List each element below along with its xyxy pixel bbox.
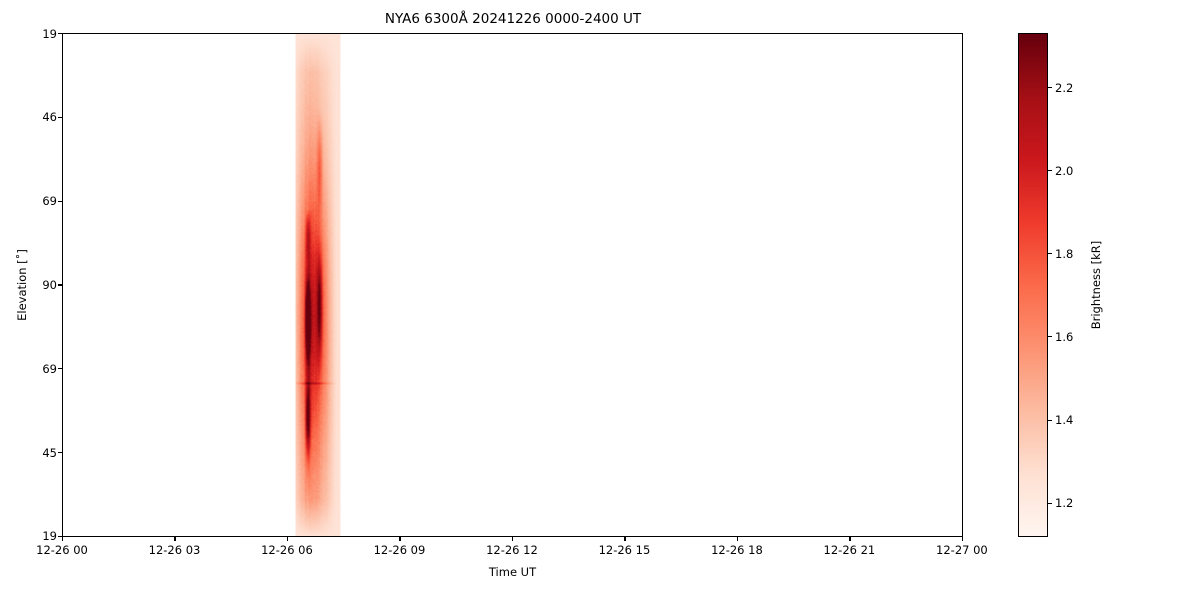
y-tick-label: 19	[42, 26, 57, 41]
colorbar-tick-label: 1.4	[1055, 413, 1074, 428]
y-tick-label: 69	[42, 361, 57, 376]
colorbar-tick-label: 1.6	[1055, 329, 1074, 344]
y-tick-mark	[58, 33, 62, 35]
x-tick-mark	[511, 537, 514, 541]
x-tick-label: 12-27 00	[936, 543, 988, 557]
y-tick-label: 69	[42, 194, 57, 209]
x-tick-mark	[624, 537, 626, 541]
x-tick-label: 12-26 18	[711, 543, 763, 557]
x-tick-label: 12-26 09	[373, 543, 426, 557]
colorbar-tick-mark	[1048, 253, 1052, 255]
colorbar-gradient	[1019, 34, 1047, 536]
x-tick-label: 12-26 00	[36, 543, 88, 557]
x-tick-mark	[399, 537, 401, 541]
colorbar-label: Brightness [kR]	[1089, 240, 1103, 330]
colorbar-tick-mark	[1048, 170, 1052, 172]
x-tick-mark	[736, 537, 739, 541]
colorbar-tick-label: 2.0	[1055, 163, 1074, 178]
x-tick-label: 12-26 03	[148, 543, 201, 557]
y-tick-mark	[58, 452, 62, 454]
page-title: NYA6 6300Å 20241226 0000-2400 UT	[384, 11, 642, 27]
x-tick-label: 12-26 12	[486, 543, 538, 557]
plot-axes[interactable]	[62, 33, 963, 537]
x-tick-mark	[849, 537, 851, 541]
x-tick-mark	[286, 537, 289, 541]
colorbar[interactable]	[1018, 33, 1048, 537]
colorbar-tick-mark	[1048, 336, 1052, 338]
y-tick-label: 19	[42, 529, 57, 544]
y-tick-mark	[58, 284, 62, 286]
x-tick-label: 12-26 15	[598, 543, 651, 557]
y-tick-label: 45	[42, 445, 57, 460]
colorbar-tick-label: 1.8	[1055, 246, 1074, 261]
colorbar-tick-label: 1.2	[1055, 496, 1074, 511]
keogram-heatmap	[63, 34, 962, 536]
x-tick-label: 12-26 06	[261, 543, 313, 557]
colorbar-tick-mark	[1048, 502, 1052, 504]
x-tick-mark	[961, 537, 963, 541]
y-axis-label: Elevation [˚]	[15, 249, 29, 321]
x-tick-mark	[174, 537, 176, 541]
x-tick-mark	[62, 537, 64, 541]
y-tick-mark	[58, 200, 62, 202]
y-tick-mark	[58, 116, 62, 118]
colorbar-tick-mark	[1048, 419, 1052, 421]
y-tick-label: 46	[42, 110, 57, 125]
colorbar-tick-label: 2.2	[1055, 80, 1074, 95]
colorbar-tick-mark	[1048, 87, 1052, 89]
y-tick-mark	[58, 535, 62, 537]
y-tick-mark	[58, 368, 62, 370]
x-axis-label: Time UT	[488, 565, 537, 579]
x-tick-label: 12-26 21	[823, 543, 876, 557]
y-tick-label: 90	[42, 277, 57, 292]
